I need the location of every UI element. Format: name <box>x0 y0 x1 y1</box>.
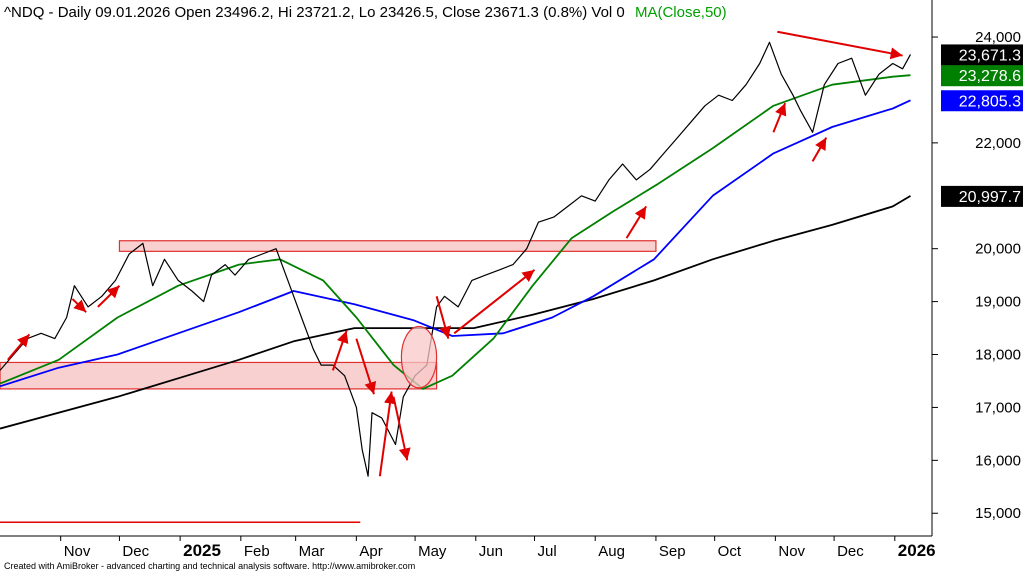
trend-arrow <box>378 391 396 477</box>
y-tick-label: 18,000 <box>975 347 1021 364</box>
price-badges: 23,671.3 23,278.6 22,805.3 20,997.7 <box>941 44 1023 207</box>
footer-credit: Created with AmiBroker - advanced charti… <box>4 561 415 571</box>
price-badge-label: 20,997.7 <box>959 189 1021 206</box>
ma-label: MA(Close,50) <box>635 4 727 21</box>
x-tick-label: Apr <box>359 543 382 560</box>
x-tick-label: May <box>418 543 447 560</box>
trend-arrow <box>97 285 121 308</box>
support-zone <box>118 240 657 252</box>
x-tick-label: Dec <box>837 543 864 560</box>
x-tick-label: Feb <box>244 543 270 560</box>
trend-arrow <box>435 296 451 339</box>
trend-arrow <box>453 269 536 335</box>
trend-arrow <box>355 338 377 395</box>
x-tick-label: Aug <box>598 543 625 560</box>
trend-arrow <box>71 298 87 313</box>
price-badge <box>941 44 1023 66</box>
x-tick-label: 2025 <box>183 541 221 560</box>
trend-arrow <box>7 333 31 361</box>
highlight-ellipse <box>400 325 438 389</box>
plot-area <box>0 30 912 523</box>
x-tick-label: Nov <box>778 543 805 560</box>
y-tick-label: 17,000 <box>975 399 1021 416</box>
trend-arrow <box>625 205 647 239</box>
y-tick-label: 20,000 <box>975 241 1021 258</box>
x-tick-label: Oct <box>718 543 742 560</box>
trend-arrow <box>777 30 903 60</box>
trend-arrow <box>772 102 787 133</box>
y-tick-label: 22,000 <box>975 135 1021 152</box>
price-badge-label: 23,278.6 <box>959 68 1021 85</box>
price-badge <box>941 90 1023 112</box>
x-tick-label: Jul <box>538 543 557 560</box>
x-tick-label: 2026 <box>898 541 936 560</box>
price-badge-label: 22,805.3 <box>959 93 1021 110</box>
x-axis: Nov Dec 2025 Feb Mar Apr May Jun Jul Aug Sep Oct Nov… <box>60 536 936 560</box>
x-tick-label: Dec <box>122 543 149 560</box>
y-axis: 24,000 22,000 20,000 19,000 18,000 17,000 16,0… <box>932 29 1021 522</box>
price-badge <box>941 185 1023 207</box>
trend-arrow <box>392 396 411 461</box>
symbol-line: ^NDQ - Daily 09.01.2026 Open 23496.2, Hi… <box>4 4 625 21</box>
series-ma50-line <box>0 74 911 390</box>
y-tick-label: 19,000 <box>975 294 1021 311</box>
chart-header: ^NDQ - Daily 09.01.2026 Open 23496.2, Hi… <box>4 4 727 21</box>
x-tick-label: Jun <box>479 543 503 560</box>
series-ma100-line <box>0 99 911 388</box>
series-ma200-line <box>0 195 911 430</box>
y-tick-label: 24,000 <box>975 29 1021 46</box>
trend-arrow <box>811 137 828 162</box>
zones-layer <box>0 240 657 390</box>
x-tick-label: Mar <box>299 543 325 560</box>
x-tick-label: Sep <box>659 543 686 560</box>
y-tick-label: 16,000 <box>975 452 1021 469</box>
price-badge <box>941 65 1023 87</box>
y-tick-label: 15,000 <box>975 505 1021 522</box>
price-badge-label: 23,671.3 <box>959 47 1021 64</box>
support-zone <box>0 361 438 390</box>
x-tick-label: Nov <box>64 543 91 560</box>
annotations-layer <box>0 30 903 523</box>
trend-arrow <box>331 330 349 371</box>
